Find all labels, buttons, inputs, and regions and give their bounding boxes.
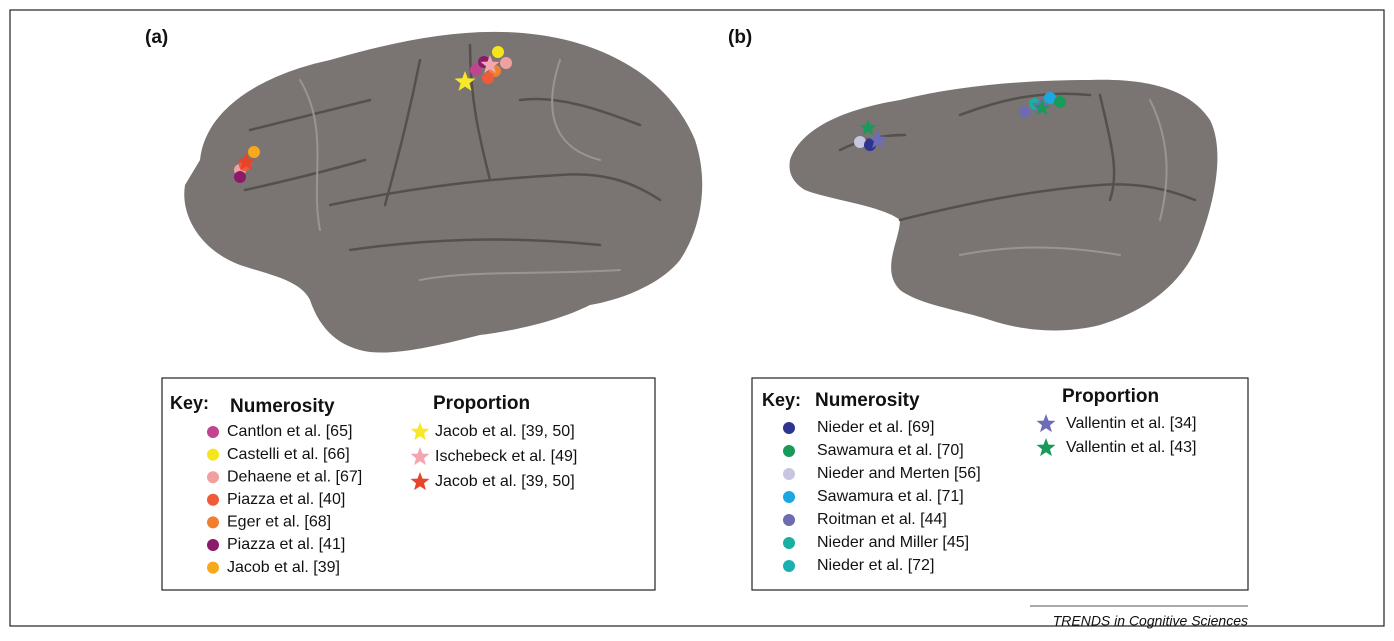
legend-entry: Nieder et al. [72]	[817, 557, 934, 574]
legend-group-title: Numerosity	[230, 396, 335, 417]
legend-box	[751, 377, 1249, 591]
legend-entry: Nieder and Miller [45]	[817, 534, 969, 551]
legend-star	[410, 447, 430, 466]
legend-dot	[207, 516, 219, 529]
legend-star	[1036, 438, 1056, 457]
brain-marker	[868, 130, 888, 149]
legend-dot	[783, 491, 795, 503]
brain-marker	[454, 71, 476, 91]
legend-entry: Vallentin et al. [43]	[1066, 439, 1196, 456]
legend-entry: Dehaene et al. [67]	[227, 468, 362, 485]
panel-label: (a)	[145, 27, 168, 48]
legend-dot	[207, 493, 219, 506]
legend-dot	[783, 422, 795, 434]
legend-entry: Nieder et al. [69]	[817, 419, 934, 436]
legend-entry: Ischebeck et al. [49]	[435, 448, 577, 465]
legend-dot	[783, 468, 795, 480]
legend-entry: Castelli et al. [66]	[227, 446, 350, 463]
legend-entry: Piazza et al. [40]	[227, 491, 345, 508]
legend-dot	[207, 471, 219, 484]
legend-entry: Eger et al. [68]	[227, 514, 331, 531]
legend-entry: Nieder and Merten [56]	[817, 465, 981, 482]
monkey-brain	[789, 79, 1218, 331]
legend-group-title: Numerosity	[815, 390, 920, 411]
footer: TRENDS in Cognitive Sciences	[1053, 613, 1248, 629]
legend-group-title: Proportion	[433, 393, 530, 414]
legend-entry: Roitman et al. [44]	[817, 511, 947, 528]
legend-dot	[207, 426, 219, 438]
legend-star	[410, 422, 430, 441]
legend-dot	[207, 448, 219, 461]
brain-marker	[859, 119, 877, 136]
legend-star	[1036, 414, 1056, 433]
legend-entry: Sawamura et al. [70]	[817, 442, 964, 459]
legend-dot	[783, 560, 795, 572]
legend-entry: Piazza et al. [41]	[227, 536, 345, 553]
legend-dot	[207, 561, 219, 574]
legend-group-title: Proportion	[1062, 386, 1159, 407]
legend-entry: Sawamura et al. [71]	[817, 488, 964, 505]
brain-marker	[480, 55, 500, 74]
legend-star	[410, 472, 430, 491]
legend-dot	[783, 445, 795, 457]
legend-dot	[783, 537, 795, 549]
legend-key: Key:	[170, 393, 209, 413]
legend-entry: Vallentin et al. [34]	[1066, 415, 1196, 432]
legend-dot	[207, 539, 219, 551]
panel-label: (b)	[728, 27, 752, 48]
legend-key: Key:	[762, 390, 801, 410]
human-brain	[184, 31, 703, 353]
legend-entry: Jacob et al. [39]	[227, 559, 340, 576]
legend-entry: Jacob et al. [39, 50]	[435, 473, 575, 490]
brain-marker	[236, 152, 256, 171]
brain-marker	[1033, 99, 1051, 116]
legend-dot	[783, 514, 795, 526]
legend-box	[161, 377, 656, 591]
legend-entry: Cantlon et al. [65]	[227, 423, 352, 440]
legend-entry: Jacob et al. [39, 50]	[435, 423, 575, 440]
